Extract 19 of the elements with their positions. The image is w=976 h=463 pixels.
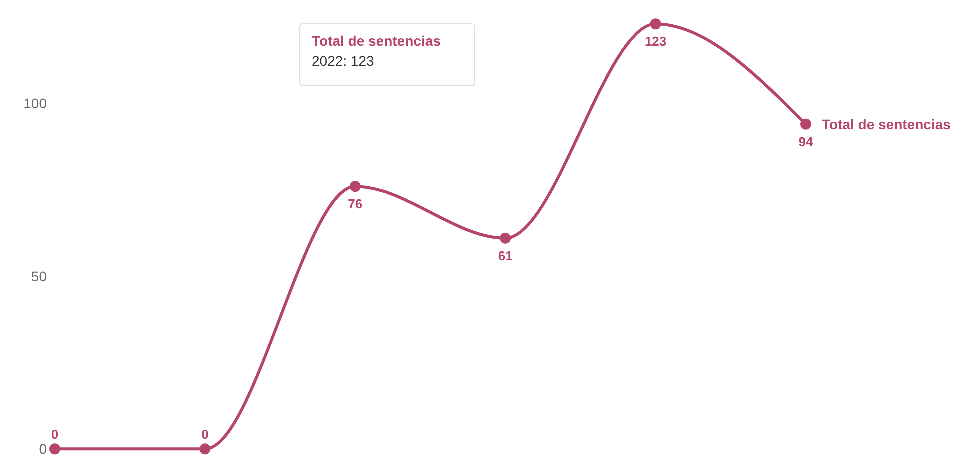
point: [200, 444, 211, 455]
point: [350, 181, 361, 192]
data-label: 61: [498, 248, 513, 264]
point: [50, 444, 60, 455]
annotation: Total de sentencias: [312, 33, 442, 49]
point: [800, 118, 812, 130]
point: [650, 18, 662, 30]
y-tick-label: 0: [39, 441, 48, 458]
series-label: Total de sentencias: [822, 116, 952, 132]
data-label: 94: [798, 134, 814, 150]
y-tick-label: 100: [24, 96, 48, 112]
data-label: 76: [348, 196, 363, 212]
point: [500, 232, 512, 244]
y-tick-label: 50: [31, 268, 48, 284]
data-label: 0: [202, 427, 209, 442]
tooltip-panel: Total de sentencias 2022: 123: [300, 24, 476, 86]
data-label: 123: [644, 34, 667, 50]
data-label: 0: [51, 427, 59, 442]
annotation: 2022: 123: [312, 53, 374, 69]
